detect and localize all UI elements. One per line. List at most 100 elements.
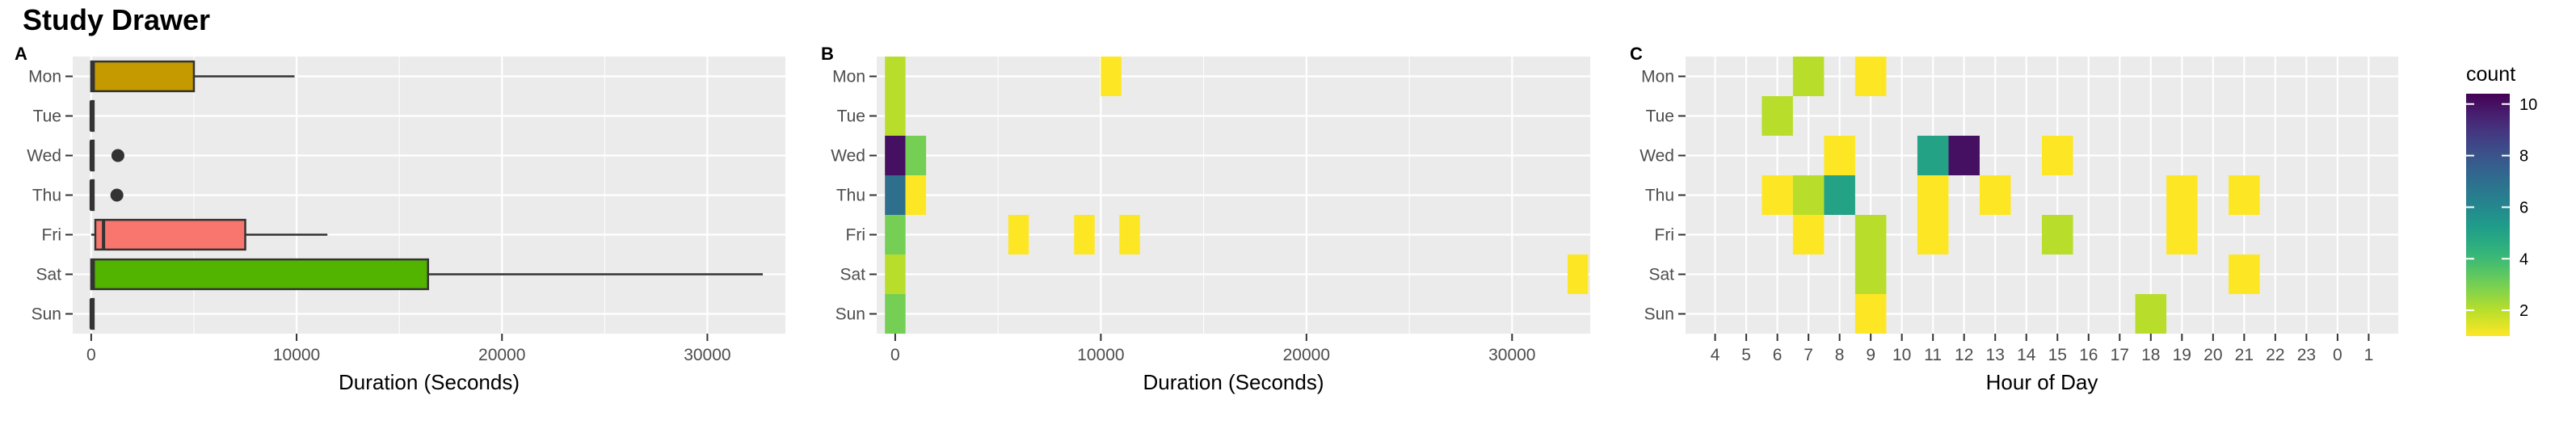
box-Sat-iqr	[90, 258, 429, 291]
panel-C-xtick-label-4: 4	[1711, 346, 1720, 364]
panel-C-xtick-label-13: 13	[1986, 346, 2005, 364]
panel-C-xtick-label-17: 17	[2111, 346, 2129, 364]
panel-C-xlabel: Hour of Day	[1986, 370, 2098, 394]
panel-C-xtick-label-23: 23	[2297, 346, 2316, 364]
tile-Wed-8	[1824, 136, 1855, 175]
panel-C-xtick-label-22: 22	[2266, 346, 2284, 364]
panel-C-tag: C	[1630, 44, 1643, 64]
panel-C-xtick-label-5: 5	[1741, 346, 1751, 364]
panel-C-ylabel-Mon: Mon	[1641, 68, 1674, 86]
tile-Mon-7	[1792, 57, 1825, 96]
legend-tick-label: 10	[2519, 96, 2537, 114]
panel-A-xtick-label: 10000	[273, 346, 320, 364]
legend-tick-label: 2	[2519, 302, 2528, 320]
panel-A-xlabel: Duration (Seconds)	[339, 370, 520, 394]
box-Fri	[90, 218, 328, 251]
panel-C-xtick-label-9: 9	[1866, 346, 1875, 364]
panel-A-ylabel-Fri: Fri	[42, 226, 62, 245]
tile-Mon-10500	[1101, 57, 1122, 96]
tile-Mon-0	[885, 57, 906, 96]
panel-C-xtick-label-12: 12	[1955, 346, 1973, 364]
panel-C-xtick-label-21: 21	[2235, 346, 2254, 364]
box-Fri-iqr	[94, 218, 246, 251]
panel-A-ylabel-Thu: Thu	[32, 187, 61, 205]
box-Mon	[90, 60, 295, 93]
panel-C-xtick-label-15: 15	[2048, 346, 2067, 364]
legend-tick-label: 8	[2519, 148, 2528, 166]
panel-C-xtick-label-18: 18	[2141, 346, 2160, 364]
panel-C-xtick-label-0: 0	[2333, 346, 2342, 364]
panel-C-xtick-label-14: 14	[2017, 346, 2036, 364]
panel-A-ylabel-Sun: Sun	[32, 305, 61, 324]
panel-C-xtick-label-11: 11	[1924, 346, 1942, 364]
tile-Fri-9200	[1074, 215, 1095, 254]
tile-Fri-0	[885, 215, 906, 254]
tile-Tue-6	[1762, 96, 1793, 136]
panel-C-xtick-label-7: 7	[1804, 346, 1813, 364]
tile-Fri-6000	[1008, 215, 1029, 254]
tile-Thu-8	[1824, 175, 1855, 215]
tile-Thu-13	[1979, 175, 2011, 215]
panel-B-ylabel-Thu: Thu	[836, 187, 865, 205]
tile-Sun-0	[885, 294, 906, 334]
panel-C-ylabel-Wed: Wed	[1639, 147, 1674, 166]
tile-Thu-21	[2229, 175, 2260, 215]
tile-Wed-11	[1917, 136, 1949, 175]
panel-B-tag: B	[821, 44, 834, 64]
panel-B-ylabel-Wed: Wed	[831, 147, 865, 166]
tile-Fri-15	[2042, 215, 2073, 254]
panel-A-xtick-label: 0	[86, 346, 96, 364]
panel-B-xtick-label: 0	[890, 346, 900, 364]
tile-Fri-19	[2166, 215, 2198, 254]
tile-Thu-19	[2166, 175, 2198, 215]
panel-C-ylabel-Sun: Sun	[1644, 305, 1674, 324]
panel-C-ylabel-Thu: Thu	[1645, 187, 1674, 205]
tile-Thu-0	[885, 175, 906, 215]
figure-title: Study Drawer	[23, 3, 210, 36]
panel-A-xtick-label: 20000	[478, 346, 525, 364]
tile-Fri-7	[1792, 215, 1825, 254]
tile-Thu-7	[1792, 175, 1825, 215]
tile-Mon-9	[1854, 57, 1887, 96]
panel-C-xtick-label-10: 10	[1892, 346, 1911, 364]
panel-A-ylabel-Wed: Wed	[27, 147, 61, 166]
panel-B-ylabel-Fri: Fri	[846, 226, 866, 245]
tile-Tue-0	[885, 96, 906, 136]
panel-B-xtick-label: 30000	[1488, 346, 1535, 364]
panel-A-ylabel-Mon: Mon	[28, 68, 61, 86]
tile-Thu-11	[1917, 175, 1949, 215]
box-Wed	[89, 139, 124, 172]
panel-B-ylabel-Mon: Mon	[832, 68, 865, 86]
box-Mon-iqr	[90, 60, 196, 93]
panel-B-xtick-label: 10000	[1077, 346, 1124, 364]
tile-Fri-9	[1854, 215, 1887, 254]
panel-C-xtick-label-6: 6	[1773, 346, 1783, 364]
tile-Wed-12	[1948, 136, 1980, 175]
panel-A-ylabel-Tue: Tue	[33, 107, 61, 126]
panel-A-tag: A	[15, 44, 27, 64]
box-Thu	[89, 179, 124, 212]
panel-C-ylabel-Fri: Fri	[1655, 226, 1675, 245]
panel-A-xtick-label: 30000	[684, 346, 730, 364]
panel-C-xtick-label-19: 19	[2173, 346, 2191, 364]
tile-Sun-18	[2135, 294, 2167, 334]
box-Thu-outlier	[110, 188, 124, 202]
panel-C-ylabel-Sat: Sat	[1648, 266, 1674, 284]
tile-Wed-1000	[905, 136, 927, 175]
tile-Thu-1000	[905, 175, 927, 215]
legend-title: count	[2466, 63, 2515, 86]
box-Sun	[89, 297, 95, 330]
panel-B-ylabel-Sun: Sun	[836, 305, 865, 324]
panel-B-ylabel-Sat: Sat	[840, 266, 865, 284]
tile-Fri-11	[1917, 215, 1949, 254]
legend-tick-label: 4	[2519, 250, 2528, 268]
tile-Sat-0	[885, 254, 906, 294]
tile-Sat-9	[1854, 254, 1887, 294]
panel-B-ylabel-Tue: Tue	[837, 107, 865, 126]
panel-B-xtick-label: 20000	[1283, 346, 1330, 364]
tile-Sat-33200	[1568, 254, 1589, 294]
tile-Sat-21	[2229, 254, 2260, 294]
panel-A-ylabel-Sat: Sat	[36, 266, 61, 284]
tile-Sun-9	[1854, 294, 1887, 334]
